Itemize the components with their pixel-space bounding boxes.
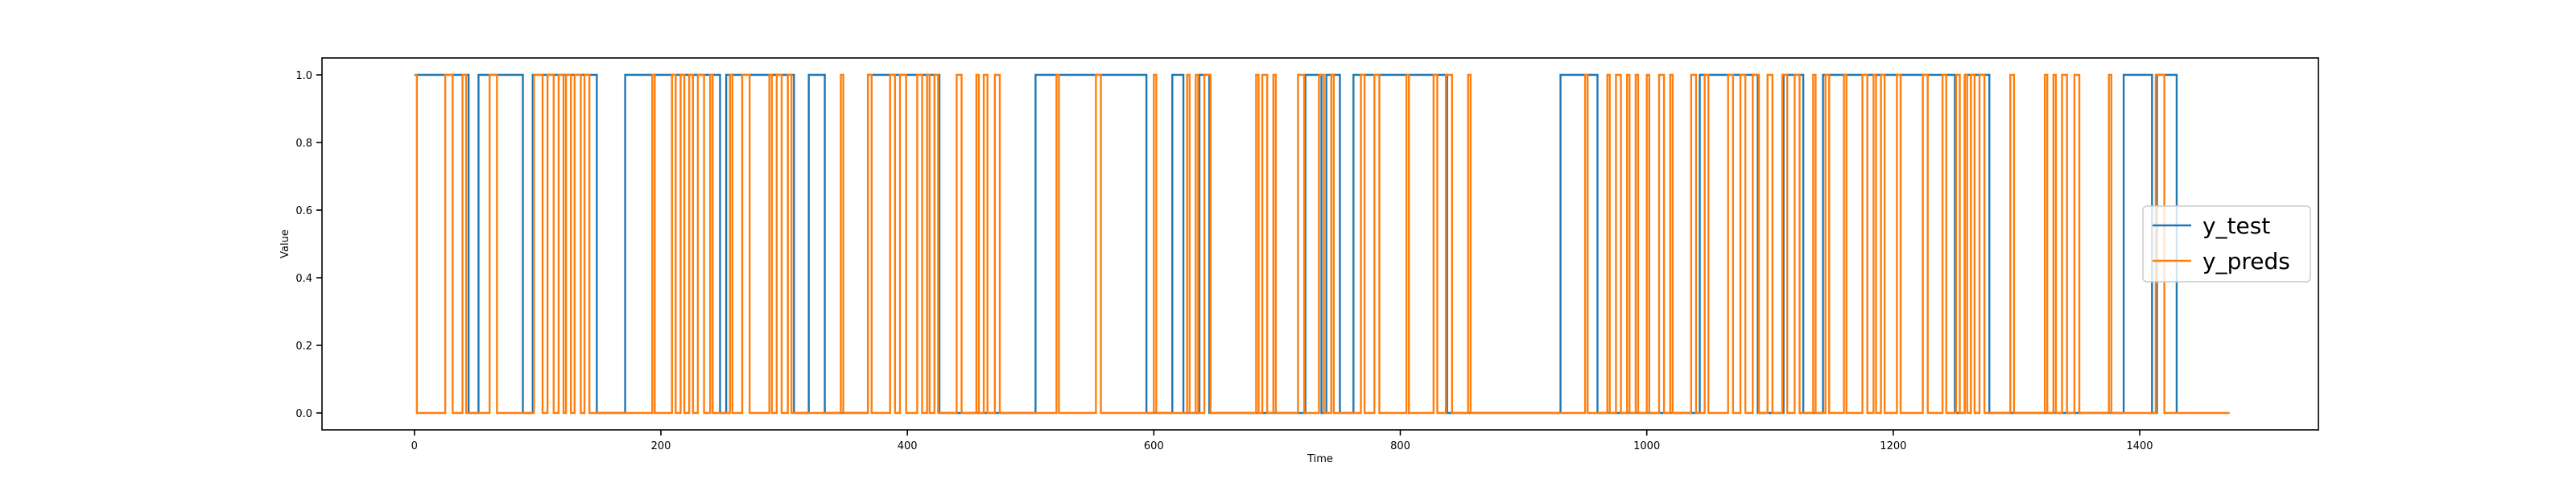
series-line-y-test xyxy=(415,75,2177,413)
x-tick-label: 1400 xyxy=(2126,440,2153,452)
y-tick-label: 0.2 xyxy=(295,341,312,353)
x-tick-label: 1000 xyxy=(1633,440,1660,452)
y-tick-label: 0.8 xyxy=(295,138,312,150)
x-tick-label: 600 xyxy=(1144,440,1164,452)
y-tick-label: 0.6 xyxy=(295,205,312,217)
x-tick-label: 1200 xyxy=(1880,440,1906,452)
legend-label-y-test: y_test xyxy=(2202,213,2270,239)
y-axis-label: Value xyxy=(279,229,291,258)
x-tick-label: 0 xyxy=(411,440,418,452)
x-tick-label: 800 xyxy=(1390,440,1410,452)
y-tick-label: 0.4 xyxy=(295,273,312,285)
x-tick-label: 400 xyxy=(898,440,918,452)
x-tick-label: 200 xyxy=(651,440,671,452)
legend-label-y-preds: y_preds xyxy=(2202,248,2290,275)
y-tick-label: 1.0 xyxy=(295,70,312,82)
y-tick-label: 0.0 xyxy=(295,408,312,420)
plot-frame xyxy=(322,58,2318,430)
x-axis-label: Time xyxy=(1307,453,1333,465)
axes-layer: 0 200 400 600 800 1000 1200 1400 0.0 0.2 0.4 0.6 0.8… xyxy=(295,58,2318,452)
series-layer xyxy=(415,75,2230,413)
legend: y_test y_preds xyxy=(2143,206,2310,282)
